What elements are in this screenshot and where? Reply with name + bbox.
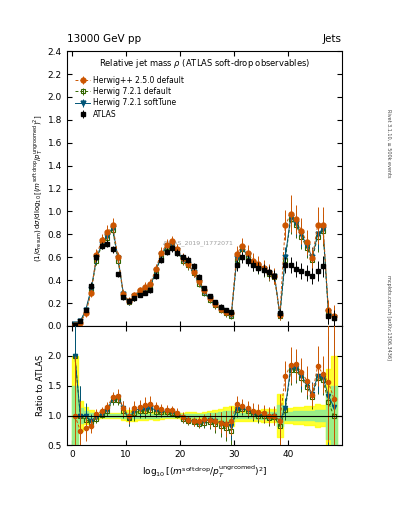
Text: Relative jet mass $\rho$ (ATLAS soft-drop observables): Relative jet mass $\rho$ (ATLAS soft-dro…: [99, 57, 310, 70]
Text: Rivet 3.1.10, ≥ 500k events: Rivet 3.1.10, ≥ 500k events: [386, 109, 391, 178]
X-axis label: $\log_{10}[(m^{\mathrm{soft\,drop}}/p_T^{\mathrm{ungroomed}})^2]$: $\log_{10}[(m^{\mathrm{soft\,drop}}/p_T^…: [141, 463, 267, 480]
Y-axis label: $(1/\sigma_\mathrm{resum})\,\mathrm{d}\sigma/\mathrm{d}\log_{10}[(m^\mathrm{soft: $(1/\sigma_\mathrm{resum})\,\mathrm{d}\s…: [31, 115, 45, 262]
Legend: Herwig++ 2.5.0 default, Herwig 7.2.1 default, Herwig 7.2.1 softTune, ATLAS: Herwig++ 2.5.0 default, Herwig 7.2.1 def…: [73, 74, 186, 120]
Text: mcplots.cern.ch [arXiv:1306.3436]: mcplots.cern.ch [arXiv:1306.3436]: [386, 275, 391, 360]
Text: ATLAS_2019_I1772071: ATLAS_2019_I1772071: [163, 241, 234, 246]
Text: Jets: Jets: [323, 33, 342, 44]
Text: 13000 GeV pp: 13000 GeV pp: [67, 33, 141, 44]
Y-axis label: Ratio to ATLAS: Ratio to ATLAS: [36, 355, 45, 416]
